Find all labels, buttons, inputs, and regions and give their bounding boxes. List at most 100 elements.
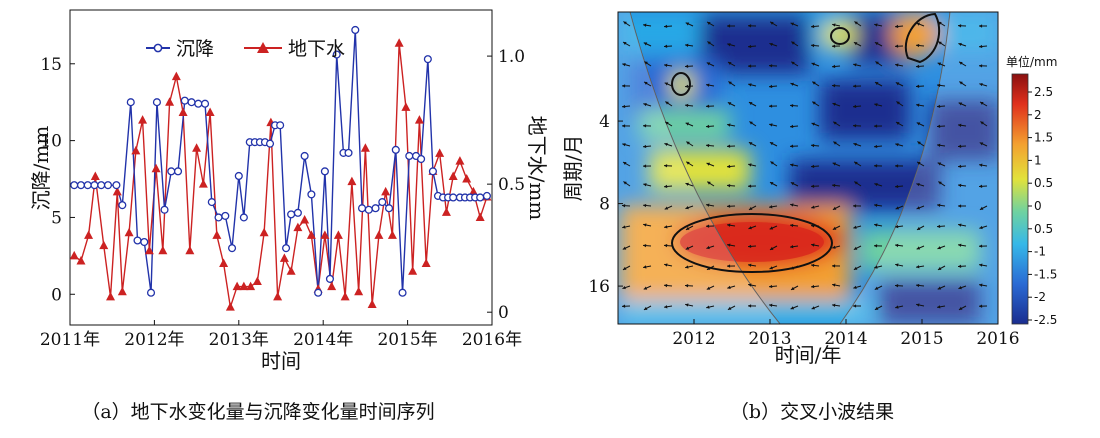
phase-arrow (831, 44, 841, 48)
phase-arrow (790, 82, 799, 87)
phase-arrow (663, 24, 673, 29)
phase-arrow (832, 245, 841, 249)
significance-contour-main (671, 213, 833, 273)
phase-arrow (873, 244, 883, 248)
phase-arrow (810, 24, 820, 29)
phase-arrow (916, 122, 925, 127)
groundwater-point (273, 291, 283, 301)
phase-arrow (958, 61, 967, 67)
phase-arrow (790, 203, 799, 207)
phase-arrow (810, 184, 820, 188)
caption-a: （a）地下水变化量与沉降变化量时间序列 (81, 401, 434, 423)
groundwater-point (327, 281, 337, 291)
colorbar-tick-label: 0.5 (1034, 176, 1053, 190)
phase-arrow (623, 181, 631, 187)
settlement-point (214, 213, 223, 222)
phase-arrow (685, 245, 694, 250)
phase-arrow (726, 24, 736, 28)
x-tick-label: 2012年 (124, 330, 184, 350)
groundwater-point (144, 245, 154, 255)
settlement-point (180, 96, 189, 105)
groundwater-point (158, 245, 168, 255)
groundwater-point (387, 230, 397, 239)
phase-arrow (916, 103, 925, 107)
settlement-point (391, 145, 400, 154)
groundwater-point (475, 212, 485, 221)
settlement-point (239, 213, 248, 222)
phase-arrow (706, 162, 715, 167)
y-tick-label-b: 16 (588, 277, 610, 297)
phase-arrow (789, 144, 799, 148)
phase-arrow (811, 62, 820, 67)
x-tick-label: 2016年 (462, 330, 522, 350)
x-axis-label-b: 时间/年 (775, 343, 842, 367)
phase-arrow (937, 285, 946, 290)
x-tick-label: 2015年 (377, 330, 437, 350)
phase-arrow (894, 243, 904, 248)
phase-arrow (854, 21, 862, 27)
settlement-point (371, 204, 380, 213)
phase-arrow (832, 102, 841, 107)
phase-arrow (874, 203, 883, 207)
legend-marker-groundwater (257, 42, 269, 53)
groundwater-point (401, 102, 411, 111)
settlement-point (398, 288, 407, 297)
phase-arrow (938, 41, 946, 47)
x-tick-label-b: 2013 (748, 329, 791, 349)
settlement-point (351, 25, 360, 35)
phase-arrow (706, 305, 715, 309)
phase-arrow (916, 303, 925, 307)
high-power-core (680, 222, 824, 262)
groundwater-point (69, 250, 79, 260)
phase-arrow (769, 181, 778, 187)
phase-arrow (810, 224, 820, 228)
phase-arrow (873, 124, 883, 128)
significance-contour-topright (904, 12, 940, 64)
phase-arrow (747, 64, 757, 68)
groundwater-point (192, 143, 202, 152)
phase-arrow (958, 223, 967, 227)
phase-arrow (874, 23, 883, 27)
phase-arrow (748, 263, 757, 267)
phase-arrow (769, 225, 778, 230)
colorbar-tick-label: -2.5 (1034, 313, 1057, 327)
settlement-point (378, 198, 387, 207)
phase-arrow (978, 64, 988, 68)
phase-arrow (958, 243, 967, 247)
phase-arrow (747, 24, 757, 28)
phase-arrow (726, 164, 736, 169)
phase-arrow (664, 121, 673, 127)
phase-arrow (727, 61, 736, 67)
phase-arrow (979, 163, 988, 167)
phase-arrow (852, 204, 862, 208)
right-tick-label: 1.0 (498, 47, 525, 67)
phase-arrow (769, 42, 778, 47)
settlement-point (187, 98, 196, 107)
phase-arrow (664, 305, 673, 309)
phase-arrow (915, 283, 925, 288)
left-axis-ticks: 0 5 10 15 (40, 55, 75, 305)
phase-arrow (811, 122, 820, 127)
phase-arrow (831, 183, 841, 188)
settlement-point (234, 171, 243, 181)
left-tick-label: 10 (40, 132, 62, 152)
phase-arrow (789, 223, 799, 228)
phase-arrow (664, 225, 673, 229)
phase-arrow (979, 101, 988, 107)
settlement-point (126, 98, 135, 107)
groundwater-point (178, 107, 188, 116)
settlement-point (417, 154, 426, 164)
phase-arrow (916, 161, 925, 167)
phase-arrow (705, 224, 715, 228)
phase-arrow (958, 305, 967, 311)
phase-arrow (873, 144, 883, 149)
phase-arrow (894, 184, 904, 189)
y-axis-ticks-b: 4 8 16 (588, 112, 623, 297)
settlement-point (320, 167, 329, 176)
phase-arrow (978, 244, 988, 248)
settlement-point (140, 237, 149, 247)
groundwater-point (354, 286, 364, 296)
phase-arrow (958, 102, 967, 107)
phase-arrow (874, 265, 883, 269)
